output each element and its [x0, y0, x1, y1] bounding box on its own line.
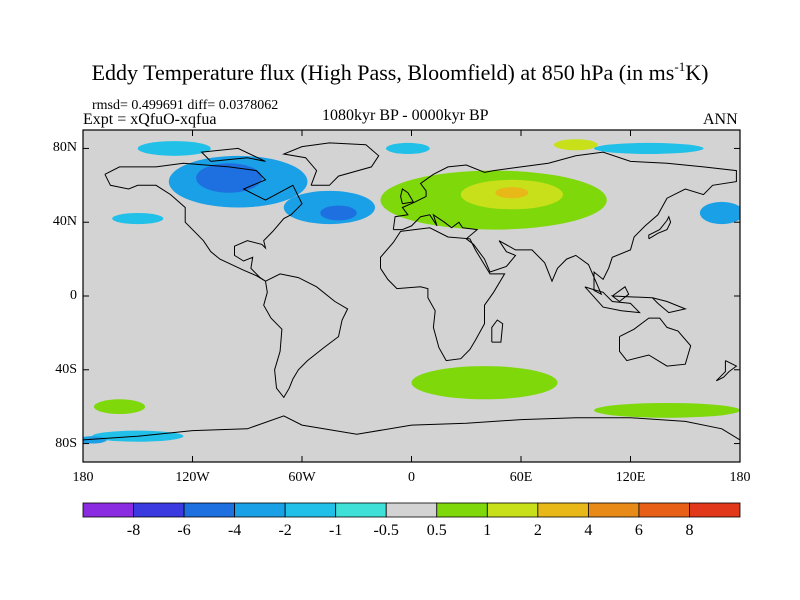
- axis-ticks: [82, 130, 741, 462]
- y-tick-label: 40N: [52, 214, 77, 230]
- coastline-arctic-islands: [200, 147, 266, 162]
- y-tick-label: 40S: [55, 361, 77, 377]
- colorbar-swatch: [638, 502, 690, 518]
- x-tick-label: 120W: [175, 470, 210, 485]
- coastline-north-america: [104, 162, 303, 282]
- coastline-indonesia: [584, 286, 641, 314]
- coastline-madagascar: [491, 319, 504, 343]
- coastline-borneo-newguinea: [610, 286, 687, 314]
- region-greenland-north-negative: [385, 142, 430, 154]
- region-arctic-siberia-negative: [594, 142, 704, 154]
- colorbar-label: 0.5: [426, 522, 447, 539]
- colorbar-swatch: [486, 502, 539, 518]
- region-arctic-canada-negative: [137, 141, 211, 156]
- colorbar-label: -6: [177, 522, 191, 539]
- coastline-antarctica: [83, 415, 740, 441]
- x-tick-label: 120E: [615, 470, 646, 485]
- region-pacific-w-negative: [699, 201, 740, 225]
- region-south-pacific-west-positive: [93, 399, 146, 415]
- colorbar-label: 2: [533, 522, 542, 539]
- region-siberia-strong: [553, 139, 598, 151]
- colorbar-label: 8: [685, 522, 694, 539]
- y-tick-label: 0: [70, 288, 77, 303]
- colorbar-swatch: [335, 502, 387, 518]
- colorbar-swatch: [183, 502, 236, 518]
- experiment-label: Expt = xQfuO-xqfua: [83, 111, 217, 128]
- colorbar-label: -0.5: [373, 522, 399, 539]
- rmsd-diff-label: rmsd= 0.499691 diff= 0.0378062: [92, 98, 279, 113]
- colorbar-swatch: [385, 502, 438, 518]
- region-pacific-ne-negative: [112, 213, 164, 225]
- colorbar-swatch: [82, 502, 134, 518]
- coastline-australia: [619, 317, 692, 367]
- coastline-japan: [648, 215, 672, 240]
- coastline-uk: [400, 188, 415, 205]
- colorbar-swatch: [234, 502, 286, 518]
- region-eurasia-core: [495, 187, 529, 199]
- colorbar-label: 4: [584, 522, 593, 539]
- x-tick-label: 180: [729, 470, 751, 485]
- colorbar-swatch: [133, 502, 185, 518]
- period-label: 1080kyr BP - 0000kyr BP: [322, 107, 489, 124]
- plot-area: [83, 130, 740, 462]
- colorbar-swatch: [537, 502, 589, 518]
- coastline-new-zealand: [715, 360, 738, 382]
- region-atlantic-core: [320, 205, 357, 221]
- y-tick-label: 80S: [55, 435, 77, 451]
- x-tick-label: 60E: [509, 470, 533, 485]
- x-tick-label: 0: [408, 470, 415, 485]
- region-ross-negative: [83, 436, 107, 444]
- colorbar-swatch: [587, 502, 640, 518]
- region-southern-ocean-positive: [411, 366, 558, 400]
- coastline-eurasia: [392, 151, 737, 296]
- colorbar-label: -4: [227, 522, 242, 539]
- colorbar-label: 6: [634, 522, 643, 539]
- colorbar-label: 1: [483, 522, 492, 539]
- colorbar-label: -8: [126, 522, 141, 539]
- map-title: Eddy Temperature flux (High Pass, Bloomf…: [91, 59, 709, 85]
- colorbar-swatch: [436, 502, 488, 518]
- coastline-africa: [380, 227, 506, 362]
- x-tick-label: 180: [72, 470, 94, 485]
- season-label: ANN: [703, 111, 738, 128]
- colorbar-swatch: [284, 502, 337, 518]
- region-south-pacific-positive: [594, 402, 740, 418]
- coastline-greenland: [281, 142, 380, 186]
- x-tick-label: 60W: [288, 470, 316, 485]
- colorbar: [82, 502, 741, 518]
- y-tick-label: 80N: [52, 140, 77, 156]
- colorbar-label: -1: [329, 522, 343, 539]
- coastline-south-america: [263, 273, 349, 399]
- colorbar-swatch: [689, 502, 741, 518]
- colorbar-label: -2: [278, 522, 292, 539]
- coastlines: [83, 142, 740, 441]
- region-north-america-core: [196, 163, 262, 193]
